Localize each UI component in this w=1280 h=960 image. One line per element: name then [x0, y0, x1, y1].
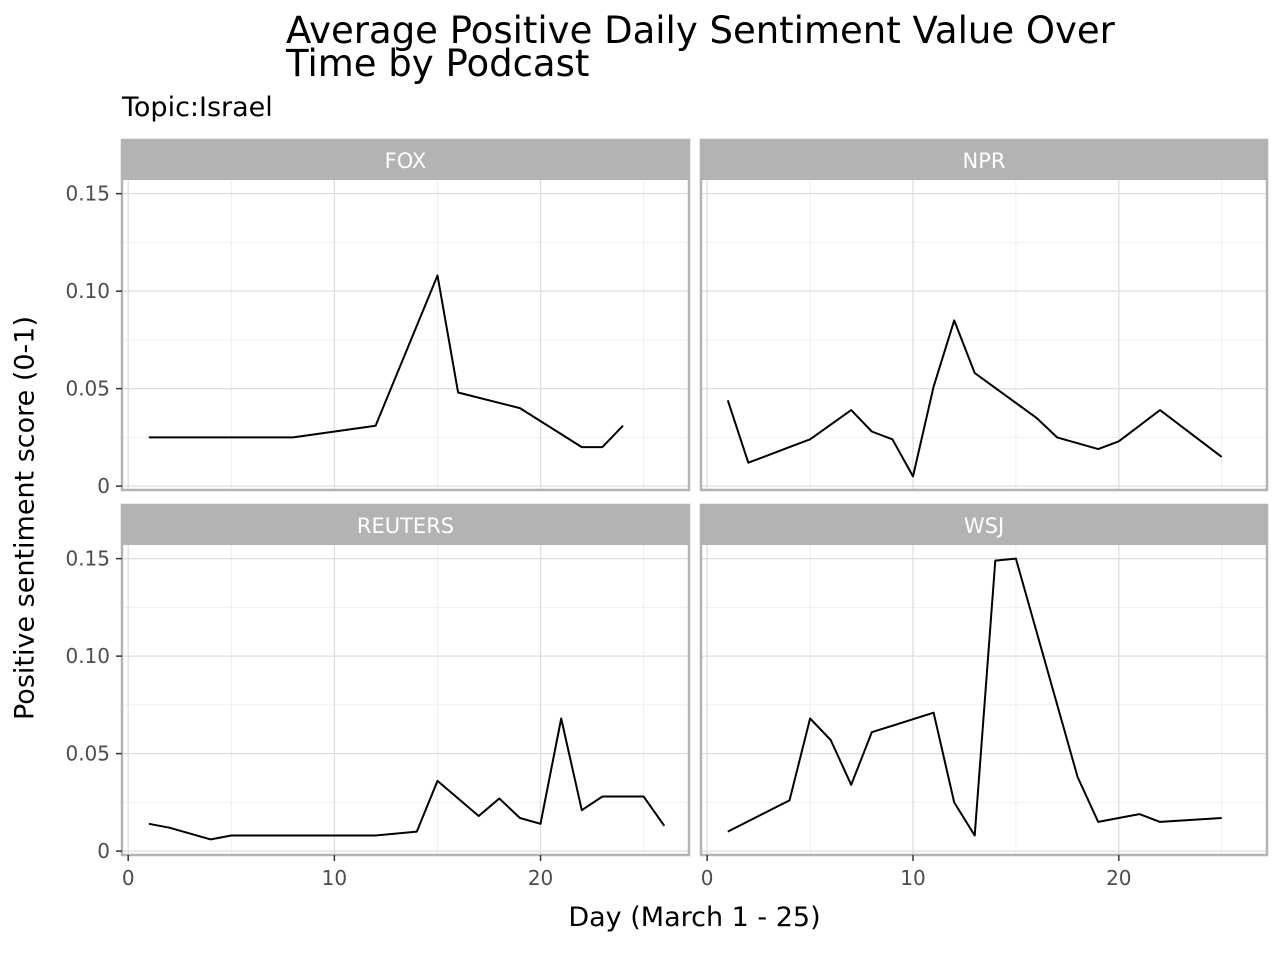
- chart-title-line-2: Time by Podcast: [286, 42, 590, 85]
- y-tick-label: 0: [97, 474, 110, 498]
- series-line-reuters: [148, 717, 666, 841]
- chart-subtitle: Topic:Israel: [122, 92, 273, 123]
- y-tick-label: 0.10: [65, 644, 110, 668]
- x-tick-label: 10: [900, 866, 925, 890]
- y-tick-label: 0.15: [65, 182, 110, 206]
- x-tick-label: 20: [528, 866, 553, 890]
- y-tick-label: 0.15: [65, 547, 110, 571]
- y-tick-label: 0: [97, 839, 110, 863]
- facet-label-wsj: WSJ: [964, 514, 1004, 538]
- y-axis-label: Positive sentiment score (0-1): [9, 315, 41, 721]
- x-tick-label: 0: [701, 866, 714, 890]
- x-tick-label: 0: [122, 866, 135, 890]
- series-line-npr: [726, 319, 1223, 478]
- facet-strip: [701, 505, 1267, 545]
- y-tick-label: 0.05: [65, 742, 110, 766]
- x-tick-label: 20: [1106, 866, 1131, 890]
- facet-strip: [122, 140, 689, 180]
- x-tick-label: 10: [322, 866, 347, 890]
- facet-label-npr: NPR: [963, 149, 1006, 173]
- series-line-fox: [148, 274, 624, 449]
- facet-strip: [701, 140, 1267, 180]
- x-axis-label: Day (March 1 - 25): [568, 902, 821, 933]
- y-tick-label: 0.10: [65, 279, 110, 303]
- facet-label-reuters: REUTERS: [357, 514, 454, 538]
- y-tick-label: 0.05: [65, 377, 110, 401]
- facet-label-fox: FOX: [385, 149, 427, 173]
- chart-title-line-1: Average Positive Daily Sentiment Value O…: [286, 9, 1115, 52]
- series-line-wsj: [727, 557, 1222, 837]
- facet-strip: [122, 505, 689, 545]
